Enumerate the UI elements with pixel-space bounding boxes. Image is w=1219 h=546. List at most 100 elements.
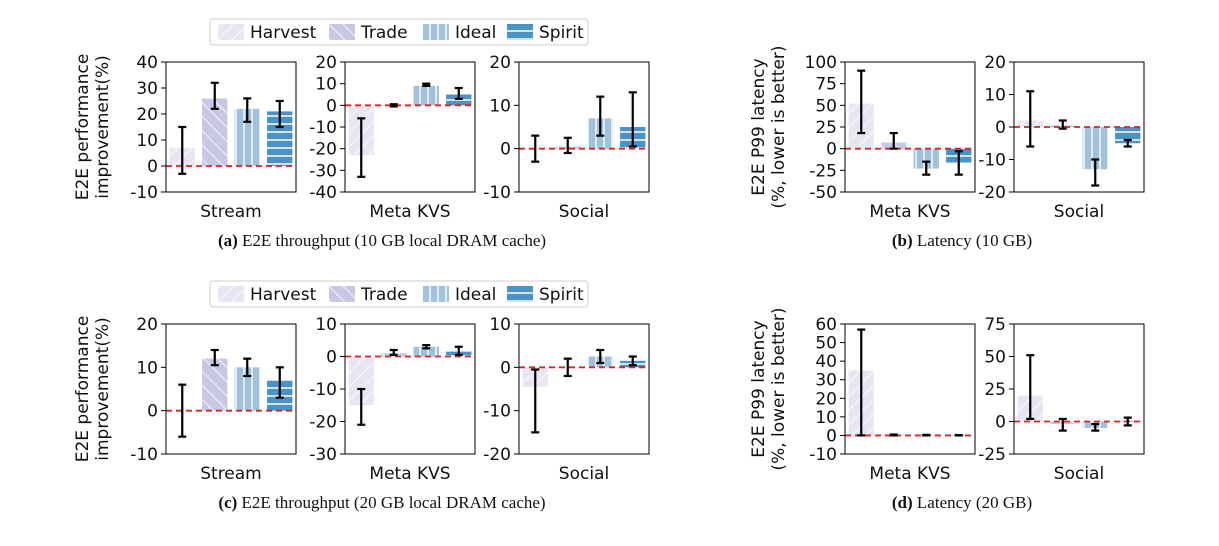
y-tick-label: 25 <box>815 118 837 138</box>
caption-text: Latency (20 GB) <box>916 493 1033 512</box>
y-tick-label: 0 <box>500 358 511 378</box>
caption-tag: (a) <box>217 231 238 250</box>
y-axis-label: E2E performanceimprovement(%) <box>73 54 113 201</box>
chart-throughput-20gb: E2E performanceimprovement(%) -10 0 10 20 Str… <box>73 315 650 484</box>
y-tick-label: -10 <box>309 118 337 138</box>
y-tick-label: -20 <box>483 445 511 465</box>
panel-social: -10 0 10 20 Social <box>483 53 650 222</box>
y-tick-label: 10 <box>136 358 158 378</box>
caption-text: Latency (10 GB) <box>916 231 1033 250</box>
caption-tag: (d) <box>891 493 913 512</box>
y-tick-label: -25 <box>978 445 1006 465</box>
y-tick-label: -20 <box>309 140 337 160</box>
y-tick-label: 0 <box>147 402 158 422</box>
y-tick-label: 20 <box>815 389 837 409</box>
y-tick-label: 75 <box>984 315 1006 335</box>
legend-bottom: Harvest Trade Ideal Spirit <box>209 280 589 308</box>
plot-frame <box>844 323 976 455</box>
legend-top: Harvest Trade Ideal Spirit <box>209 18 589 46</box>
y-axis-label: E2E P99 latency(%, lower is better) <box>749 45 789 208</box>
x-category-label: Social <box>559 464 609 484</box>
y-axis-label-line: E2E performance <box>73 54 93 201</box>
chart-latency-20gb: E2E P99 latency(%, lower is better) -10 0 1… <box>749 307 1145 484</box>
y-tick-label: 10 <box>815 408 837 428</box>
y-axis-label-line: E2E P99 latency <box>749 320 769 457</box>
legend-swatch-trade <box>329 286 355 302</box>
legend-label-ideal: Ideal <box>455 285 496 305</box>
y-tick-label: 20 <box>315 53 337 73</box>
y-tick-label: 25 <box>984 380 1006 400</box>
y-tick-label: -30 <box>309 161 337 181</box>
y-tick-label: -10 <box>309 380 337 400</box>
y-axis-label: E2E P99 latency(%, lower is better) <box>749 307 789 470</box>
y-axis-label-line: improvement(%) <box>93 55 113 199</box>
legend-swatch-trade <box>329 24 355 40</box>
y-tick-label: 10 <box>489 315 511 335</box>
y-tick-label: 50 <box>815 96 837 116</box>
y-tick-label: 20 <box>489 53 511 73</box>
bar-trade <box>202 358 228 411</box>
y-tick-label: 40 <box>136 53 158 73</box>
y-tick-label: 10 <box>489 96 511 116</box>
chart-latency-10gb: E2E P99 latency(%, lower is better) -50-2… <box>749 45 1145 222</box>
x-category-label: Meta KVS <box>369 464 450 484</box>
y-tick-label: -10 <box>483 402 511 422</box>
y-tick-label: 0 <box>147 157 158 177</box>
plot-frame <box>165 61 297 193</box>
caption-text: E2E throughput (20 GB local DRAM cache) <box>241 493 546 512</box>
y-tick-label: 50 <box>984 348 1006 368</box>
y-tick-label: -20 <box>978 183 1006 203</box>
panel-social: -20 -10 0 10 20 Social <box>978 53 1145 222</box>
panel-stream: -10 0 10 20 Stream <box>130 315 297 484</box>
plot-frame <box>165 323 297 455</box>
chart-throughput-10gb: E2E performanceimprovement(%) -1001020304… <box>73 53 650 222</box>
panel-social: -20 -10 0 10 Social <box>483 315 650 484</box>
x-category-label: Meta KVS <box>869 202 950 222</box>
y-tick-label: 0 <box>326 96 337 116</box>
y-tick-label: 60 <box>815 315 837 335</box>
legend-label-trade: Trade <box>360 285 408 305</box>
y-tick-label: -40 <box>309 183 337 203</box>
y-tick-label: 20 <box>136 105 158 125</box>
legend-swatch-spirit <box>507 24 533 40</box>
caption-b: (b) Latency (10 GB) <box>892 231 1032 251</box>
y-tick-label: -30 <box>309 445 337 465</box>
caption-tag: (c) <box>218 493 238 512</box>
legend-label-spirit: Spirit <box>539 285 584 305</box>
y-axis-label-line: E2E P99 latency <box>749 58 769 195</box>
legend-label-spirit: Spirit <box>539 23 584 43</box>
y-tick-label: 20 <box>984 53 1006 73</box>
y-tick-label: 10 <box>136 131 158 151</box>
x-category-label: Meta KVS <box>869 464 950 484</box>
y-axis-label-line: E2E performance <box>73 316 93 463</box>
legend-label-harvest: Harvest <box>250 23 317 43</box>
x-category-label: Social <box>1054 202 1104 222</box>
caption-text: E2E throughput (10 GB local DRAM cache) <box>242 231 547 250</box>
y-tick-label: 10 <box>315 75 337 95</box>
y-tick-label: 20 <box>136 315 158 335</box>
legend-label-harvest: Harvest <box>250 285 317 305</box>
caption-d: (d) Latency (20 GB) <box>892 493 1032 513</box>
plot-frame <box>518 61 650 193</box>
y-tick-label: -10 <box>130 183 158 203</box>
y-tick-label: -20 <box>309 413 337 433</box>
y-tick-label: -25 <box>809 161 837 181</box>
caption-a: (a) E2E throughput (10 GB local DRAM cac… <box>218 231 546 251</box>
y-tick-label: 100 <box>805 53 837 73</box>
y-tick-label: 0 <box>995 413 1006 433</box>
y-axis-label-line: (%, lower is better) <box>769 45 789 208</box>
x-category-label: Stream <box>200 464 262 484</box>
y-tick-label: 10 <box>984 86 1006 106</box>
legend-swatch-ideal <box>423 286 449 302</box>
y-axis-label: E2E performanceimprovement(%) <box>73 316 113 463</box>
x-category-label: Meta KVS <box>369 202 450 222</box>
x-category-label: Social <box>1054 464 1104 484</box>
y-tick-label: 0 <box>326 348 337 368</box>
y-tick-label: -10 <box>809 445 837 465</box>
x-category-label: Stream <box>200 202 262 222</box>
y-axis-label-line: improvement(%) <box>93 317 113 461</box>
plot-frame <box>518 323 650 455</box>
panel-meta-kvs: -30 -20 -10 0 10 Meta KVS <box>309 315 476 484</box>
